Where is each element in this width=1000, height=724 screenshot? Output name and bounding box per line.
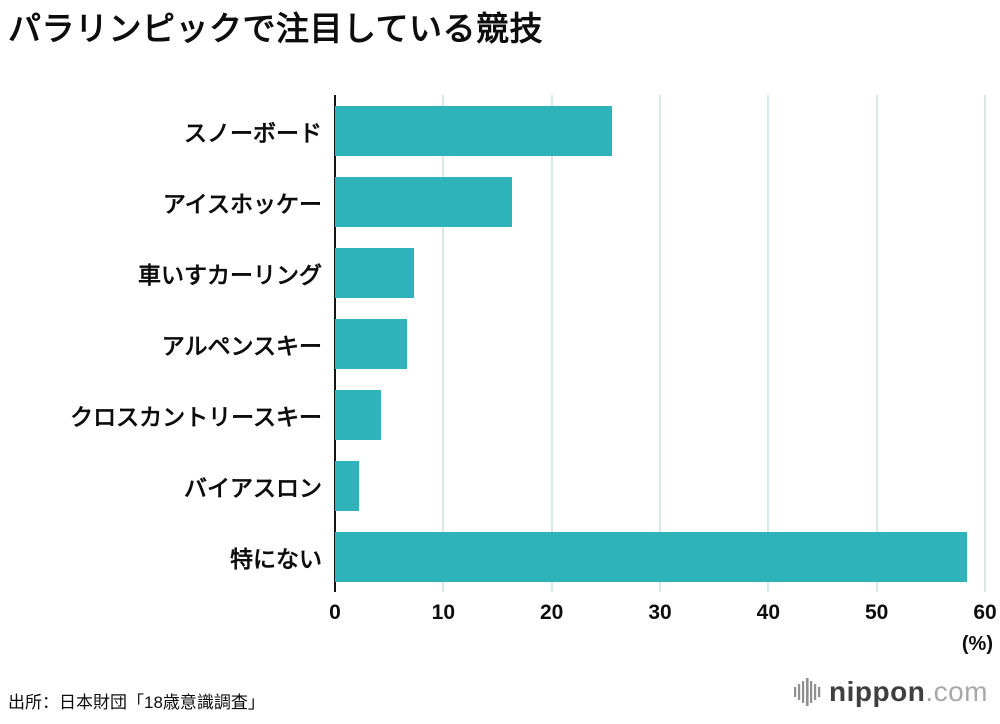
category-label: アイスホッケー [162, 190, 322, 217]
x-tick-label: 40 [756, 601, 781, 624]
nippon-logo-icon [794, 678, 821, 706]
logo-tld: .com [925, 676, 988, 707]
gridline [984, 95, 986, 592]
gridline [767, 95, 770, 592]
category-label: アルペンスキー [161, 332, 322, 359]
category-label: スノーボード [184, 119, 322, 146]
bar [335, 318, 407, 369]
category-labels: スノーボードアイスホッケー車いすカーリングアルペンスキークロスカントリースキーバ… [0, 95, 322, 592]
chart-title: パラリンピックで注目している競技 [8, 10, 544, 47]
gridline [659, 95, 661, 592]
gridline [875, 95, 878, 592]
category-label: 車いすカーリング [138, 261, 322, 288]
x-tick-label: 0 [329, 601, 341, 624]
x-tick-label: 10 [431, 601, 456, 624]
bar [335, 176, 512, 227]
gridline [442, 95, 445, 592]
bar [335, 531, 967, 582]
axis-unit-label: (%) [961, 633, 993, 655]
source-label: 出所：日本財団「18歳意識調査」 [8, 693, 265, 712]
category-label: クロスカントリースキー [70, 403, 322, 430]
x-tick-label: 30 [648, 601, 672, 624]
x-axis-ticks: 0 10 20 30 40 50 60 [329, 601, 997, 629]
x-tick-label: 20 [539, 601, 564, 624]
x-tick-label: 50 [864, 601, 889, 624]
logo-name: nippon [829, 676, 926, 707]
bar [335, 105, 613, 156]
category-label: バイアスロン [184, 474, 322, 501]
bar-chart-plot [334, 95, 986, 592]
x-tick-label: 60 [973, 601, 997, 624]
category-label: 特にない [230, 545, 322, 572]
nippon-logo: nippon.com [794, 676, 988, 708]
bar [335, 389, 381, 440]
logo-text: nippon.com [829, 676, 988, 708]
bar [335, 460, 359, 511]
bar [335, 247, 415, 298]
gridline [550, 95, 553, 592]
